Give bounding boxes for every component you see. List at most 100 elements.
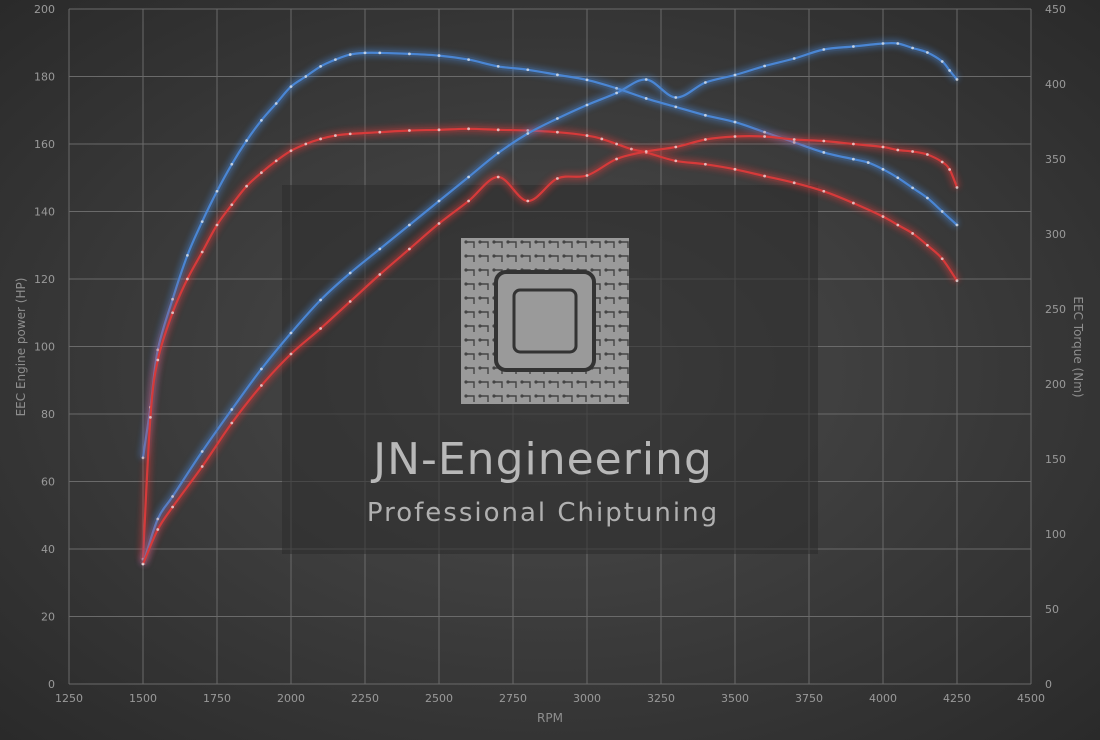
y-right-tick-label: 200 [1045,378,1066,391]
data-point [289,149,293,153]
data-point [378,130,382,134]
data-point [940,60,944,63]
data-point [319,327,322,330]
data-point [363,51,367,55]
y-right-tick-label: 0 [1045,678,1052,691]
data-point [230,203,234,207]
data-point [733,135,737,138]
data-point [896,176,900,180]
data-point [763,130,766,134]
data-point [437,199,441,203]
data-point [467,127,470,131]
data-point [644,150,648,153]
data-point [245,184,249,188]
data-point [289,352,293,356]
y-right-tick-label: 150 [1045,453,1066,466]
data-point [260,367,263,371]
data-point [526,132,530,135]
x-axis-title: RPM [537,711,563,725]
data-point [615,142,618,146]
data-point [585,78,589,82]
y-right-tick-labels: 0 50 100 150 200 250 300 350 400 450 [1045,3,1066,691]
x-tick-label: 3500 [721,692,749,705]
data-point [948,168,951,171]
data-point [704,81,707,84]
data-point [289,331,293,335]
watermark-subtitle: Professional Chiptuning [367,498,719,528]
data-point [926,196,929,200]
data-point [200,220,204,224]
x-tick-label: 4500 [1017,692,1045,705]
y-left-tick-label: 100 [34,341,55,354]
y-right-tick-label: 50 [1045,603,1059,616]
data-point [733,120,737,124]
data-point [467,175,470,179]
data-point [526,68,530,72]
series-layer [140,40,960,566]
data-point [274,159,278,163]
data-point [926,51,929,54]
data-point [615,91,618,95]
data-point [378,51,382,55]
data-point [822,48,826,51]
y-right-tick-label: 400 [1045,78,1066,91]
data-point [260,171,263,175]
data-point [556,177,559,180]
data-point [615,157,618,161]
data-point [334,58,337,62]
data-point [260,118,263,122]
data-point [378,273,382,276]
data-point [245,139,249,143]
data-point [940,257,944,261]
data-point [763,64,766,68]
data-point [437,222,441,225]
data-point [467,58,470,62]
y-right-tick-label: 100 [1045,528,1066,541]
data-point [496,175,500,179]
data-point [881,145,885,149]
y-left-tick-labels: 0 20 40 60 80 100 120 140 160 180 200 [34,3,55,691]
data-point [141,456,145,460]
x-tick-label: 4000 [869,692,897,705]
data-point [378,247,382,251]
data-point [955,78,959,81]
data-point [704,138,707,141]
x-tick-label: 2750 [499,692,527,705]
data-point [556,117,559,120]
data-point [585,174,589,177]
data-point [704,162,707,166]
x-tick-label: 1750 [203,692,231,705]
watermark: JN-Engineering Professional Chiptuning [282,185,818,554]
data-point [585,134,589,137]
data-point [171,311,175,315]
y-left-tick-label: 60 [41,476,55,489]
x-tick-label: 4250 [943,692,971,705]
data-point [733,167,737,171]
data-point [644,78,648,81]
chip-logo-core [512,288,578,354]
watermark-title: JN-Engineering [370,434,713,485]
data-point [674,105,678,109]
data-point [948,69,951,72]
y-left-tick-label: 80 [41,408,55,421]
y-left-tick-label: 40 [41,543,55,556]
data-point [792,57,796,60]
data-point [149,415,152,419]
data-point [911,46,914,50]
data-point [674,145,678,149]
data-point [896,148,900,152]
data-point [200,450,204,453]
x-tick-label: 2250 [351,692,379,705]
data-point [348,53,352,56]
data-point [926,153,929,156]
data-point [911,186,914,190]
data-point [230,421,234,425]
data-point [319,64,322,68]
y-left-tick-label: 180 [34,71,55,84]
data-point [260,384,263,387]
data-point [156,528,160,531]
series-2 [140,125,960,561]
data-point [896,42,900,45]
data-point [911,150,914,153]
y-left-tick-label: 160 [34,138,55,151]
